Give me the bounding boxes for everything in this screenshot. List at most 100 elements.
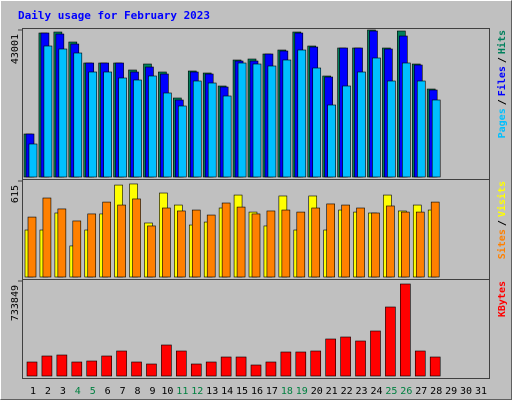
bar (265, 361, 277, 377)
bar (27, 216, 37, 278)
x-tick-label: 16 (251, 386, 263, 397)
bar (326, 203, 335, 278)
x-tick-label: 14 (221, 386, 233, 397)
bar (71, 361, 83, 377)
bar (72, 220, 82, 278)
bar (58, 48, 68, 178)
x-tick-label: 12 (191, 386, 203, 397)
x-tick-label: 18 (281, 386, 293, 397)
x-tick-label: 2 (45, 386, 51, 397)
bar (206, 214, 216, 278)
bar (148, 75, 157, 178)
bar (177, 210, 186, 278)
bar (163, 92, 172, 178)
bar (295, 351, 307, 377)
bar (146, 363, 157, 377)
x-tick-label: 4 (75, 386, 81, 397)
legend-entry: Visits (496, 181, 508, 217)
bar (116, 350, 127, 377)
bar (385, 306, 396, 377)
x-tick-label: 28 (430, 386, 442, 397)
bar (147, 225, 156, 278)
legend-entry: Sites (496, 229, 508, 259)
bar (429, 356, 441, 377)
x-tick-label: 10 (161, 386, 173, 397)
bar (342, 85, 351, 178)
x-tick-label: 20 (311, 386, 323, 397)
legend: KBytes (497, 281, 508, 317)
x-tick-label: 31 (475, 386, 487, 397)
x-tick-label: 15 (236, 386, 248, 397)
bar (280, 351, 292, 377)
bar (387, 80, 396, 178)
bar (325, 338, 336, 377)
y-tick-label: 733849 (10, 285, 21, 321)
legend: Pages / Files / Hits (496, 30, 508, 138)
legend-entry: KBytes (497, 281, 508, 317)
x-tick-label: 29 (445, 386, 457, 397)
bar (416, 80, 426, 178)
bar (430, 201, 440, 278)
bar (176, 350, 187, 377)
bar (282, 59, 292, 178)
bar (267, 65, 277, 178)
bar (312, 67, 322, 178)
bar (355, 340, 366, 377)
bar (26, 361, 38, 377)
x-tick-label: 13 (206, 386, 218, 397)
bar (386, 205, 395, 278)
bar (221, 202, 231, 278)
x-tick-label: 25 (385, 386, 397, 397)
bar (415, 211, 425, 278)
bar (117, 204, 126, 278)
bar (371, 212, 380, 278)
legend-separator: / (497, 99, 508, 105)
bar (191, 209, 201, 278)
bar (41, 355, 53, 377)
bar (205, 361, 217, 377)
bar (161, 344, 172, 377)
bar (103, 71, 112, 178)
legend-entry: Files (496, 66, 508, 96)
bar (266, 210, 276, 278)
bar (192, 80, 202, 178)
bar (281, 209, 291, 278)
bar (402, 62, 411, 178)
bar (73, 52, 83, 178)
bar (372, 57, 381, 178)
bar (207, 82, 217, 178)
x-tick-label: 11 (176, 386, 188, 397)
x-tick-label: 8 (135, 386, 141, 397)
x-tick-label: 9 (149, 386, 155, 397)
bar (132, 198, 141, 278)
bar (87, 213, 97, 278)
x-tick-label: 3 (60, 386, 66, 397)
bar (43, 45, 53, 178)
bar (431, 99, 441, 178)
bar (57, 208, 67, 278)
bar (296, 211, 306, 278)
x-tick-label: 1 (30, 386, 36, 397)
bar (251, 213, 261, 278)
bar (86, 360, 98, 377)
x-tick-label: 6 (105, 386, 111, 397)
bar (357, 71, 366, 178)
bar (131, 361, 142, 377)
bar (400, 283, 411, 377)
legend-separator: / (497, 220, 508, 226)
x-tick-label: 26 (400, 386, 412, 397)
bar (370, 330, 381, 377)
x-tick-label: 27 (415, 386, 427, 397)
bar (220, 356, 232, 377)
x-tick-label: 19 (296, 386, 308, 397)
x-tick-label: 5 (90, 386, 96, 397)
bar (340, 336, 351, 377)
bar (236, 206, 246, 278)
bar (414, 350, 426, 377)
bar (252, 63, 262, 178)
bar (222, 95, 232, 178)
bar (401, 211, 410, 278)
bar (190, 363, 202, 377)
bar (297, 49, 307, 178)
